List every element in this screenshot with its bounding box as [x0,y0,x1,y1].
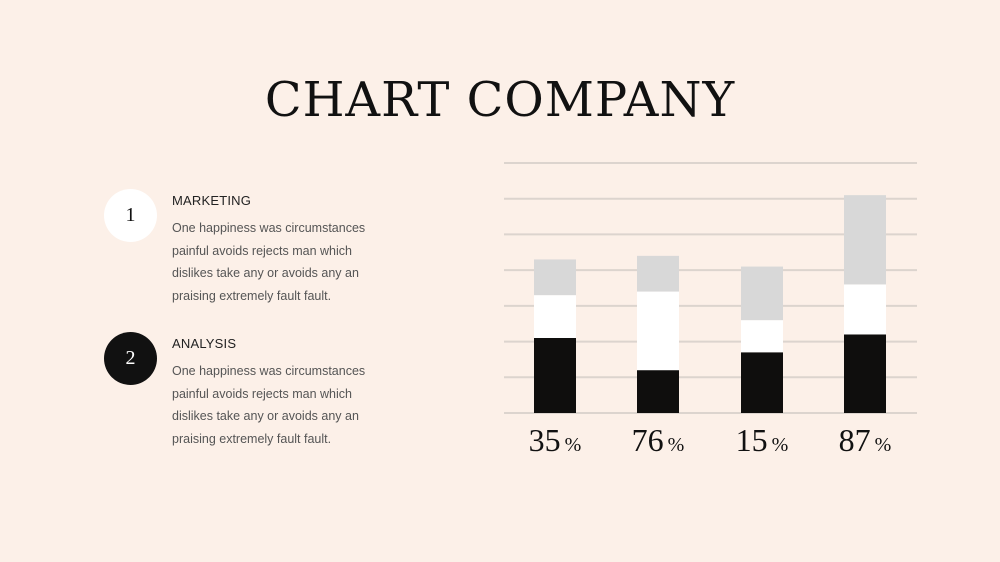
bar-segment-dark [637,370,679,413]
item-text: One happiness was circumstances painful … [172,364,366,446]
bar-segment-dark [741,352,783,413]
category-value-label: 35% [529,422,582,458]
slide-title: CHART COMPANY [264,72,736,128]
item-number-badge: 2 [104,332,157,385]
bar-segment-gray [637,255,679,292]
item-heading: ANALYSIS [172,336,237,351]
bar-segment-white [844,284,886,335]
item-number-badge: 1 [104,189,157,242]
category-value-label: 76% [632,422,685,458]
item-heading: MARKETING [172,193,252,208]
category-value-label: 87% [839,422,892,458]
bar-segment-gray [741,266,783,321]
bar-segment-dark [534,338,576,413]
bar-segment-dark [844,334,886,413]
bar-segment-gray [534,259,576,296]
bar-segment-white [637,291,679,371]
category-value-label: 15% [736,422,789,458]
bar-segment-white [534,295,576,338]
bar-segment-gray [844,195,886,285]
item-text: One happiness was circumstances painful … [172,221,366,303]
bar-segment-white [741,320,783,353]
